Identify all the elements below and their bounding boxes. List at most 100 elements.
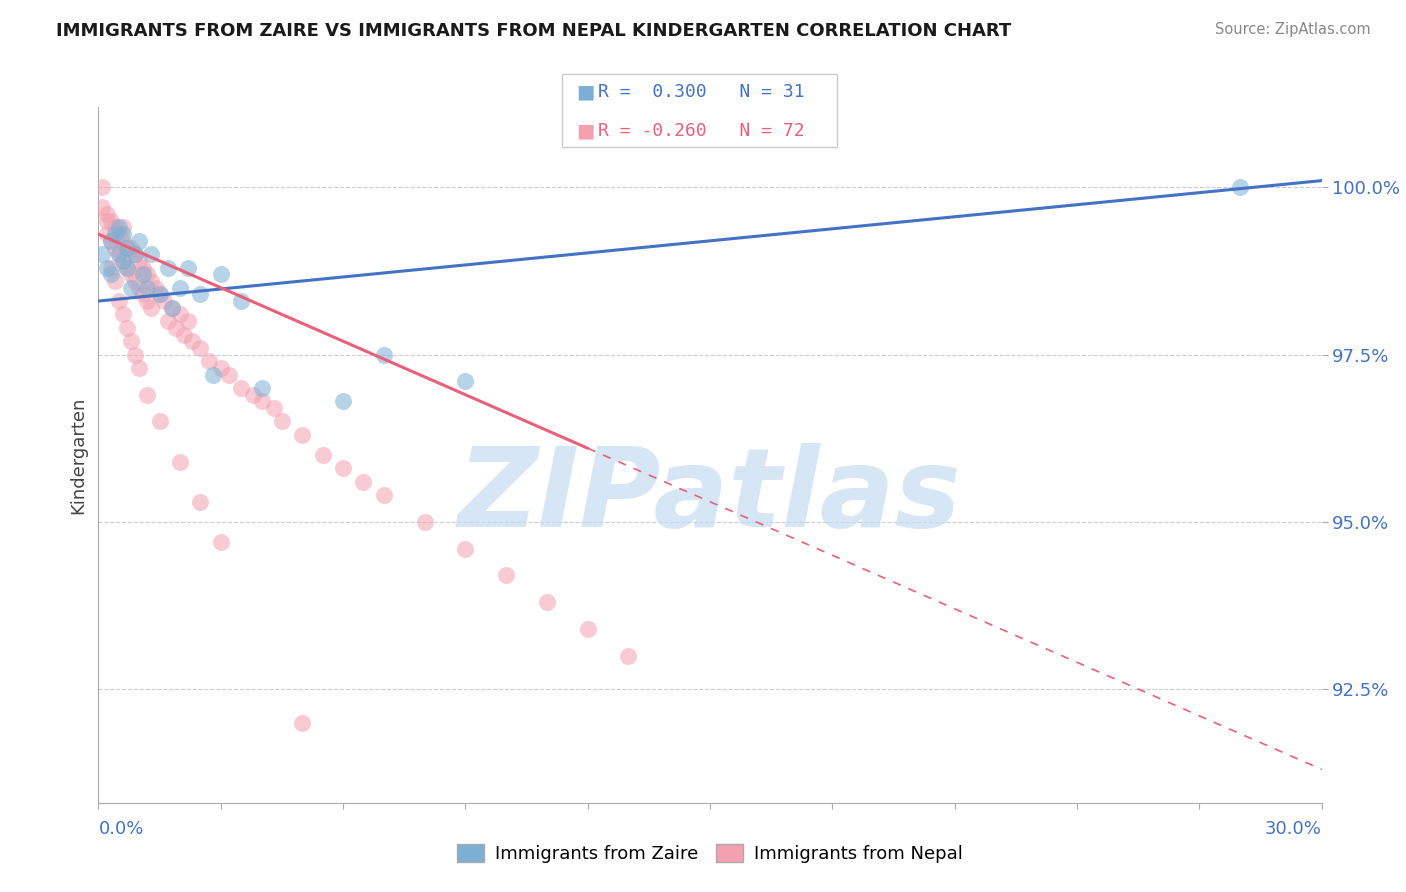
Point (136, 387, 159, 401)
Point (495, 568, 517, 582)
Point (576, 622, 599, 636)
Point (136, 268, 159, 282)
Point (91, 247, 114, 261)
Point (165, 320, 187, 334)
Point (536, 595, 558, 609)
Point (1229, 180, 1251, 194)
Point (141, 274, 163, 288)
Point (352, 475, 374, 489)
Point (104, 240, 127, 254)
Point (120, 268, 142, 282)
Point (617, 648, 640, 663)
Point (136, 281, 159, 295)
Point (188, 494, 212, 508)
Point (263, 401, 285, 416)
Point (132, 260, 155, 275)
Point (332, 394, 354, 409)
Point (124, 274, 146, 288)
Point (104, 274, 127, 288)
Point (115, 240, 138, 254)
Point (91, 200, 114, 214)
Point (201, 368, 224, 382)
Point (373, 347, 395, 361)
Point (115, 260, 138, 275)
Point (120, 240, 142, 254)
Point (100, 213, 122, 227)
Point (149, 287, 172, 301)
Text: ■: ■ (576, 121, 595, 141)
Point (250, 381, 273, 395)
Y-axis label: Kindergarten: Kindergarten (69, 396, 87, 514)
Point (100, 268, 122, 282)
Point (108, 247, 131, 261)
Point (141, 247, 163, 261)
Point (100, 234, 122, 248)
Point (160, 301, 183, 315)
Point (115, 320, 138, 334)
Point (132, 287, 155, 301)
Point (291, 715, 314, 730)
Point (111, 253, 134, 268)
Text: 0.0%: 0.0% (98, 820, 143, 838)
Point (100, 234, 122, 248)
Point (209, 268, 232, 282)
Point (111, 308, 134, 322)
Point (108, 220, 131, 235)
Point (231, 294, 253, 309)
Point (96, 207, 118, 221)
Text: ZIPatlas: ZIPatlas (458, 443, 962, 550)
Point (169, 308, 191, 322)
Point (188, 341, 212, 355)
Point (173, 327, 195, 342)
Point (413, 515, 436, 529)
Point (177, 260, 200, 275)
Point (188, 287, 212, 301)
Point (231, 381, 253, 395)
Point (291, 428, 314, 442)
Point (132, 268, 155, 282)
Point (454, 541, 477, 556)
Point (141, 301, 163, 315)
Point (197, 354, 219, 368)
Point (160, 301, 183, 315)
Point (209, 360, 232, 375)
Point (209, 535, 232, 549)
Point (111, 234, 134, 248)
Point (111, 253, 134, 268)
Point (177, 314, 200, 328)
Point (145, 281, 167, 295)
Point (128, 360, 150, 375)
Point (115, 240, 138, 254)
Point (149, 287, 172, 301)
Text: R = -0.260   N = 72: R = -0.260 N = 72 (598, 122, 804, 140)
Point (250, 394, 273, 409)
Point (115, 260, 138, 275)
Point (128, 253, 150, 268)
Point (128, 234, 150, 248)
Point (128, 281, 150, 295)
Point (108, 227, 131, 241)
Point (218, 368, 240, 382)
Point (96, 260, 118, 275)
Text: Source: ZipAtlas.com: Source: ZipAtlas.com (1215, 22, 1371, 37)
Point (111, 227, 134, 241)
Point (124, 347, 146, 361)
Point (373, 488, 395, 502)
Point (108, 294, 131, 309)
Point (111, 220, 134, 235)
Point (136, 294, 159, 309)
Point (120, 281, 142, 295)
Point (332, 461, 354, 475)
Point (149, 415, 172, 429)
Point (124, 247, 146, 261)
Point (312, 448, 335, 462)
Point (152, 294, 174, 309)
Point (120, 334, 142, 348)
Point (96, 227, 118, 241)
Point (104, 220, 127, 235)
Point (270, 415, 294, 429)
Point (156, 260, 179, 275)
Legend: Immigrants from Zaire, Immigrants from Nepal: Immigrants from Zaire, Immigrants from N… (450, 837, 970, 871)
Point (454, 374, 477, 388)
Point (169, 454, 191, 468)
